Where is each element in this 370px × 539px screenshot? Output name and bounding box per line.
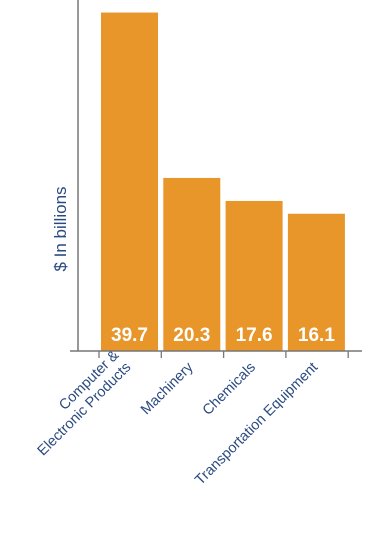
bar-0	[101, 12, 158, 352]
bar-2	[225, 200, 283, 351]
bar-value-label-0: 39.7	[111, 325, 148, 346]
y-axis-label: $ In billions	[51, 186, 70, 271]
category-label-0: Computer &Electronic Products	[23, 347, 135, 459]
bar-value-label-1: 20.3	[173, 325, 210, 346]
bar-value-label-2: 17.6	[236, 325, 273, 346]
category-label-line: Chemicals	[200, 360, 259, 419]
category-label-line: Machinery	[138, 359, 197, 418]
bar-1	[163, 177, 221, 351]
bar-3	[287, 213, 345, 351]
bar-value-label-3: 16.1	[298, 325, 335, 346]
category-label-3: Transportation Equipment	[192, 360, 321, 489]
category-label-1: Machinery	[138, 359, 197, 418]
category-label-2: Chemicals	[200, 360, 259, 419]
category-label-line: Transportation Equipment	[192, 360, 321, 489]
